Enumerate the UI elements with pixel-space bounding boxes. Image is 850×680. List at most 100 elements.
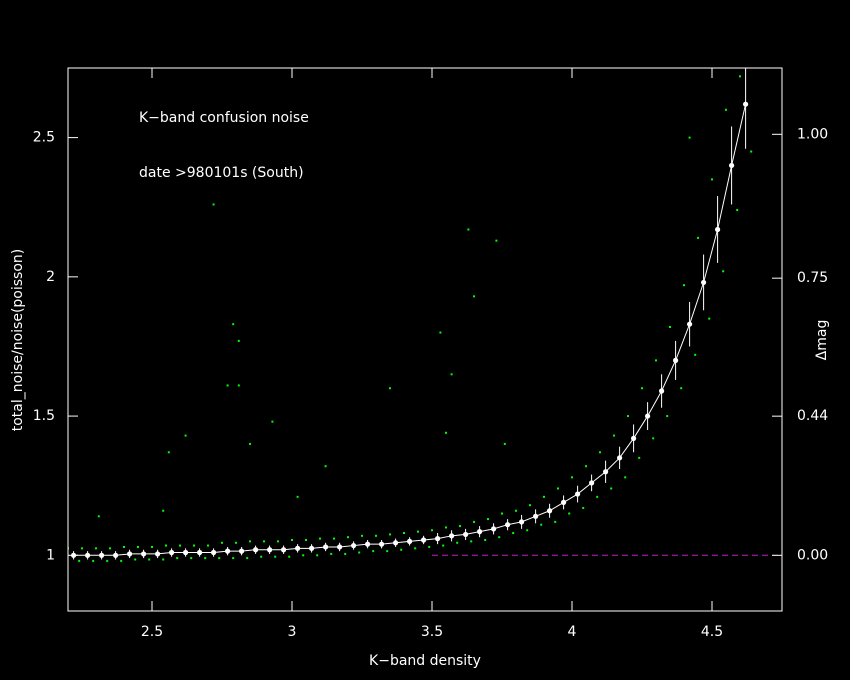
point: [666, 415, 669, 418]
y2-tick-label: 0.00: [797, 547, 828, 563]
point: [162, 558, 165, 561]
mean-point: [421, 537, 427, 543]
point: [249, 540, 251, 543]
point: [655, 359, 657, 362]
mean-point: [519, 519, 525, 525]
point: [431, 529, 433, 532]
point: [237, 384, 240, 387]
annotation: K−band confusion noise: [139, 110, 309, 126]
point: [442, 544, 445, 547]
point: [400, 548, 403, 551]
point: [167, 451, 170, 454]
point: [193, 544, 195, 547]
mean-point: [407, 538, 413, 544]
point: [274, 555, 277, 558]
mean-point: [295, 545, 301, 551]
point: [470, 540, 473, 543]
point: [123, 545, 125, 548]
mean-point: [463, 531, 469, 538]
point: [134, 558, 137, 561]
point: [450, 373, 453, 376]
mean-point: [715, 226, 721, 233]
point: [439, 331, 442, 334]
point: [319, 537, 321, 540]
mean-point: [505, 522, 511, 528]
point: [109, 547, 111, 550]
point: [445, 431, 447, 434]
mean-point: [141, 551, 147, 557]
point: [361, 534, 363, 537]
point: [683, 284, 685, 287]
point: [389, 533, 391, 536]
point: [148, 558, 151, 561]
point: [697, 236, 699, 239]
point: [688, 136, 691, 139]
mean-point: [337, 544, 343, 550]
mean-point: [701, 279, 707, 286]
point: [246, 557, 249, 560]
point: [296, 495, 299, 498]
mean-point: [589, 480, 595, 486]
point: [473, 295, 475, 298]
mean-point: [127, 551, 133, 557]
mean-point: [267, 547, 273, 553]
mean-point: [687, 321, 693, 327]
point: [613, 434, 615, 437]
mean-point: [477, 529, 483, 535]
mean-point: [183, 549, 189, 556]
mean-point: [743, 101, 749, 107]
point: [669, 325, 671, 328]
point: [151, 545, 153, 548]
point: [515, 509, 517, 512]
mean-point: [323, 544, 329, 550]
point: [237, 339, 240, 342]
y-tick-label: 1.5: [33, 408, 55, 424]
point: [722, 270, 725, 273]
y2-tick-label: 0.44: [797, 408, 828, 424]
mean-point: [575, 491, 581, 497]
point: [503, 442, 506, 445]
point: [543, 495, 545, 498]
point: [305, 538, 307, 541]
point: [218, 557, 221, 560]
point: [347, 536, 349, 539]
point: [554, 520, 557, 523]
point: [176, 557, 179, 560]
point: [78, 559, 81, 562]
y-axis-label: total_noise/noise(poisson): [10, 249, 26, 432]
point: [235, 541, 237, 544]
point: [184, 434, 187, 437]
point: [81, 547, 83, 550]
point: [694, 353, 697, 356]
point: [610, 487, 613, 490]
mean-point: [169, 549, 175, 556]
point: [484, 538, 487, 541]
point: [324, 465, 327, 468]
point: [585, 465, 587, 468]
point: [333, 537, 335, 540]
mean-point: [491, 526, 497, 532]
point: [571, 476, 573, 479]
point: [358, 551, 361, 554]
point: [708, 317, 711, 320]
x-tick-label: 2.5: [141, 624, 163, 640]
x-tick-label: 4: [568, 624, 577, 640]
mean-point: [281, 547, 287, 553]
y-tick-label: 2: [46, 269, 55, 285]
point: [599, 451, 601, 454]
point: [288, 555, 291, 558]
mean-point: [435, 536, 441, 542]
mean-point: [631, 435, 637, 441]
y2-tick-label: 0.75: [797, 270, 828, 286]
mean-point: [547, 508, 553, 514]
mean-point: [673, 357, 679, 363]
point: [641, 387, 643, 390]
mean-point: [449, 533, 455, 539]
point: [249, 442, 251, 445]
point: [498, 536, 501, 539]
point: [316, 554, 319, 557]
point: [344, 552, 347, 555]
point: [97, 515, 100, 518]
mean-point: [393, 540, 399, 546]
